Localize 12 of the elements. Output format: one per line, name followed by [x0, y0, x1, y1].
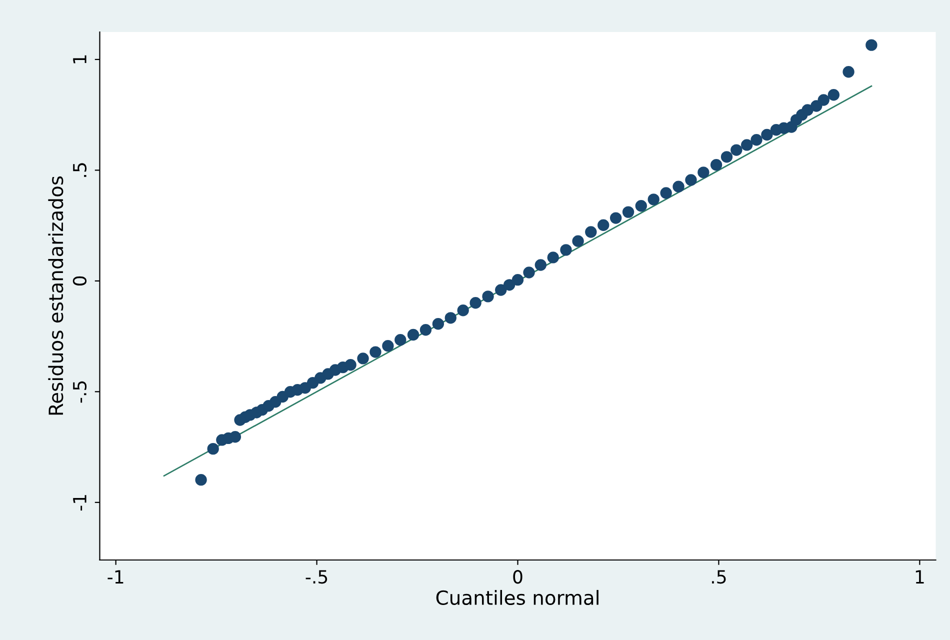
x-tick-label: .5: [712, 570, 726, 584]
y-tick-label: 1: [73, 55, 86, 64]
x-tick-label: 1: [916, 570, 924, 584]
y-axis-title: Residuos estandarizados: [48, 176, 64, 415]
y-tick-label: 0: [72, 276, 87, 286]
x-tick-label: 0: [513, 570, 522, 584]
y-tick-label: -1: [73, 495, 86, 511]
y-tick-label: .5: [73, 163, 87, 177]
x-tick-label: -.5: [306, 570, 328, 584]
x-axis-title: Cuantiles normal: [436, 590, 598, 606]
y-tick-label: -.5: [73, 381, 87, 403]
x-tick-label: -1: [108, 570, 124, 584]
